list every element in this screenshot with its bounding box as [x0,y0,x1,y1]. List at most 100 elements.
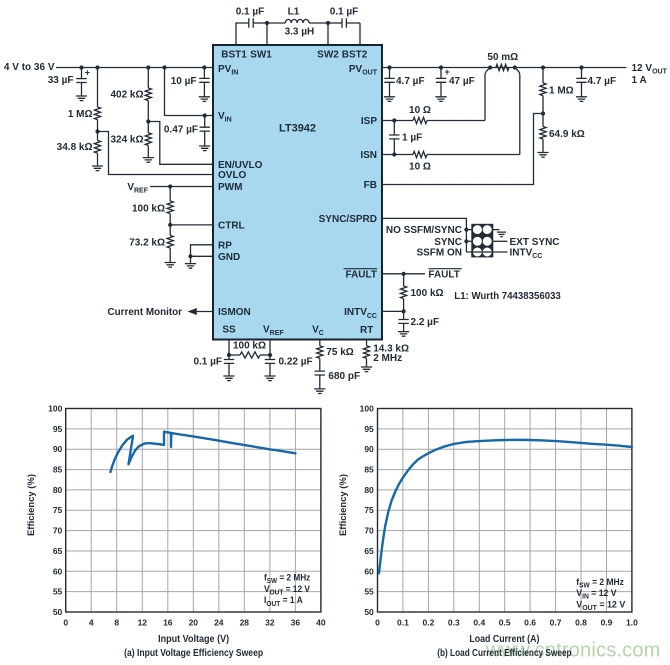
svg-text:324 kΩ: 324 kΩ [110,135,143,146]
svg-text:2.2 µF: 2.2 µF [411,317,440,328]
svg-text:Efficiency (%): Efficiency (%) [338,474,349,536]
svg-text:28: 28 [240,617,250,627]
svg-text:BST1: BST1 [221,50,247,61]
svg-text:47 µF: 47 µF [449,76,475,87]
svg-text:0: 0 [63,617,68,627]
svg-text:70: 70 [53,526,63,536]
svg-text:0.4: 0.4 [473,617,485,627]
svg-text:Load Current (A): Load Current (A) [469,634,539,645]
svg-text:14.3 kΩ: 14.3 kΩ [373,344,409,355]
svg-text:65: 65 [53,546,63,556]
svg-text:0.9: 0.9 [601,617,613,627]
svg-text:1 MΩ: 1 MΩ [68,109,93,120]
svg-text:100 kΩ: 100 kΩ [233,341,266,352]
svg-text:40: 40 [316,617,326,627]
svg-text:32: 32 [265,617,275,627]
svg-text:55: 55 [53,587,63,597]
svg-text:85: 85 [53,465,63,475]
svg-text:20: 20 [189,617,199,627]
svg-text:SYNC/SPRD: SYNC/SPRD [319,214,377,225]
svg-text:1 µF: 1 µF [402,133,422,144]
svg-text:4: 4 [89,617,94,627]
svg-text:60: 60 [53,566,63,576]
svg-text:SW2: SW2 [317,50,339,61]
svg-text:3.3 µH: 3.3 µH [285,27,315,38]
svg-text:0.47 µF: 0.47 µF [164,125,198,136]
svg-text:8: 8 [114,617,119,627]
svg-text:100 kΩ: 100 kΩ [132,204,165,215]
svg-text:55: 55 [364,587,374,597]
svg-text:0.22 µF: 0.22 µF [279,357,313,368]
svg-text:80: 80 [364,485,374,495]
svg-text:100: 100 [48,404,62,414]
svg-text:10 Ω: 10 Ω [409,105,431,116]
svg-text:73.2 kΩ: 73.2 kΩ [129,238,165,249]
svg-text:50: 50 [364,607,374,617]
svg-text:0.1 µF: 0.1 µF [193,357,222,368]
svg-text:SYNC: SYNC [434,237,462,248]
svg-text:NO SSFM/SYNC: NO SSFM/SYNC [386,225,462,236]
svg-text:GND: GND [218,252,240,263]
svg-text:75: 75 [53,505,63,515]
svg-text:1 MΩ: 1 MΩ [549,86,574,97]
svg-text:95: 95 [53,424,63,434]
svg-text:10 µF: 10 µF [171,76,197,87]
svg-text:85: 85 [364,465,374,475]
svg-text:0.1 µF: 0.1 µF [330,7,359,18]
svg-text:70: 70 [364,526,374,536]
svg-text:65: 65 [364,546,374,556]
svg-text:33 µF: 33 µF [48,75,74,86]
svg-text:RP: RP [218,240,232,251]
svg-text:(a) Input Voltage Efficiency S: (a) Input Voltage Efficiency Sweep [124,648,263,659]
svg-text:680 pF: 680 pF [328,371,360,382]
svg-text:95: 95 [364,424,374,434]
svg-text:60: 60 [364,566,374,576]
svg-text:+: + [85,68,90,78]
svg-text:0: 0 [375,617,380,627]
svg-text:www.cntronics.com: www.cntronics.com [485,640,661,662]
svg-text:10 Ω: 10 Ω [409,162,431,173]
svg-text:BST2: BST2 [342,50,368,61]
svg-text:4.7 µF: 4.7 µF [588,76,617,87]
svg-text:SW1: SW1 [250,50,272,61]
svg-text:24: 24 [214,617,224,627]
svg-text:PWM: PWM [218,182,242,193]
svg-text:50 mΩ: 50 mΩ [487,52,518,63]
svg-text:ISP: ISP [361,116,377,127]
svg-text:75 kΩ: 75 kΩ [326,347,353,358]
svg-text:2 MHz: 2 MHz [373,353,402,364]
svg-text:1 A: 1 A [632,75,647,86]
svg-text:RT: RT [360,325,373,336]
svg-text:0.2: 0.2 [422,617,434,627]
svg-text:12 VOUT: 12 VOUT [632,63,668,76]
svg-text:12: 12 [138,617,148,627]
svg-text:64.9 kΩ: 64.9 kΩ [549,129,585,140]
svg-text:36: 36 [291,617,301,627]
svg-text:VOUT = 12 V: VOUT = 12 V [576,599,625,612]
svg-text:ISMON: ISMON [218,307,251,318]
svg-text:90: 90 [53,444,63,454]
svg-text:Current Monitor: Current Monitor [108,307,183,318]
svg-text:100 kΩ: 100 kΩ [411,288,444,299]
svg-text:90: 90 [364,444,374,454]
svg-text:0.6: 0.6 [524,617,536,627]
svg-text:4.7 µF: 4.7 µF [396,76,425,87]
svg-text:100: 100 [360,404,374,414]
svg-text:INTVCC: INTVCC [510,248,543,261]
svg-text:402 kΩ: 402 kΩ [110,90,143,101]
svg-text:CTRL: CTRL [218,221,245,232]
svg-text:OVLO: OVLO [218,170,247,181]
svg-text:80: 80 [53,485,63,495]
svg-text:0.3: 0.3 [448,617,460,627]
svg-text:0.1 µF: 0.1 µF [236,7,265,18]
svg-text:0.1: 0.1 [397,617,409,627]
svg-text:VREF: VREF [127,182,148,195]
svg-text:VC: VC [312,325,324,338]
svg-text:+: + [445,67,450,77]
svg-text:L1: L1 [288,7,300,18]
svg-text:0.7: 0.7 [550,617,562,627]
svg-text:1.0: 1.0 [626,617,638,627]
svg-text:50: 50 [53,607,63,617]
svg-text:0.8: 0.8 [575,617,587,627]
svg-text:SS: SS [222,325,236,336]
